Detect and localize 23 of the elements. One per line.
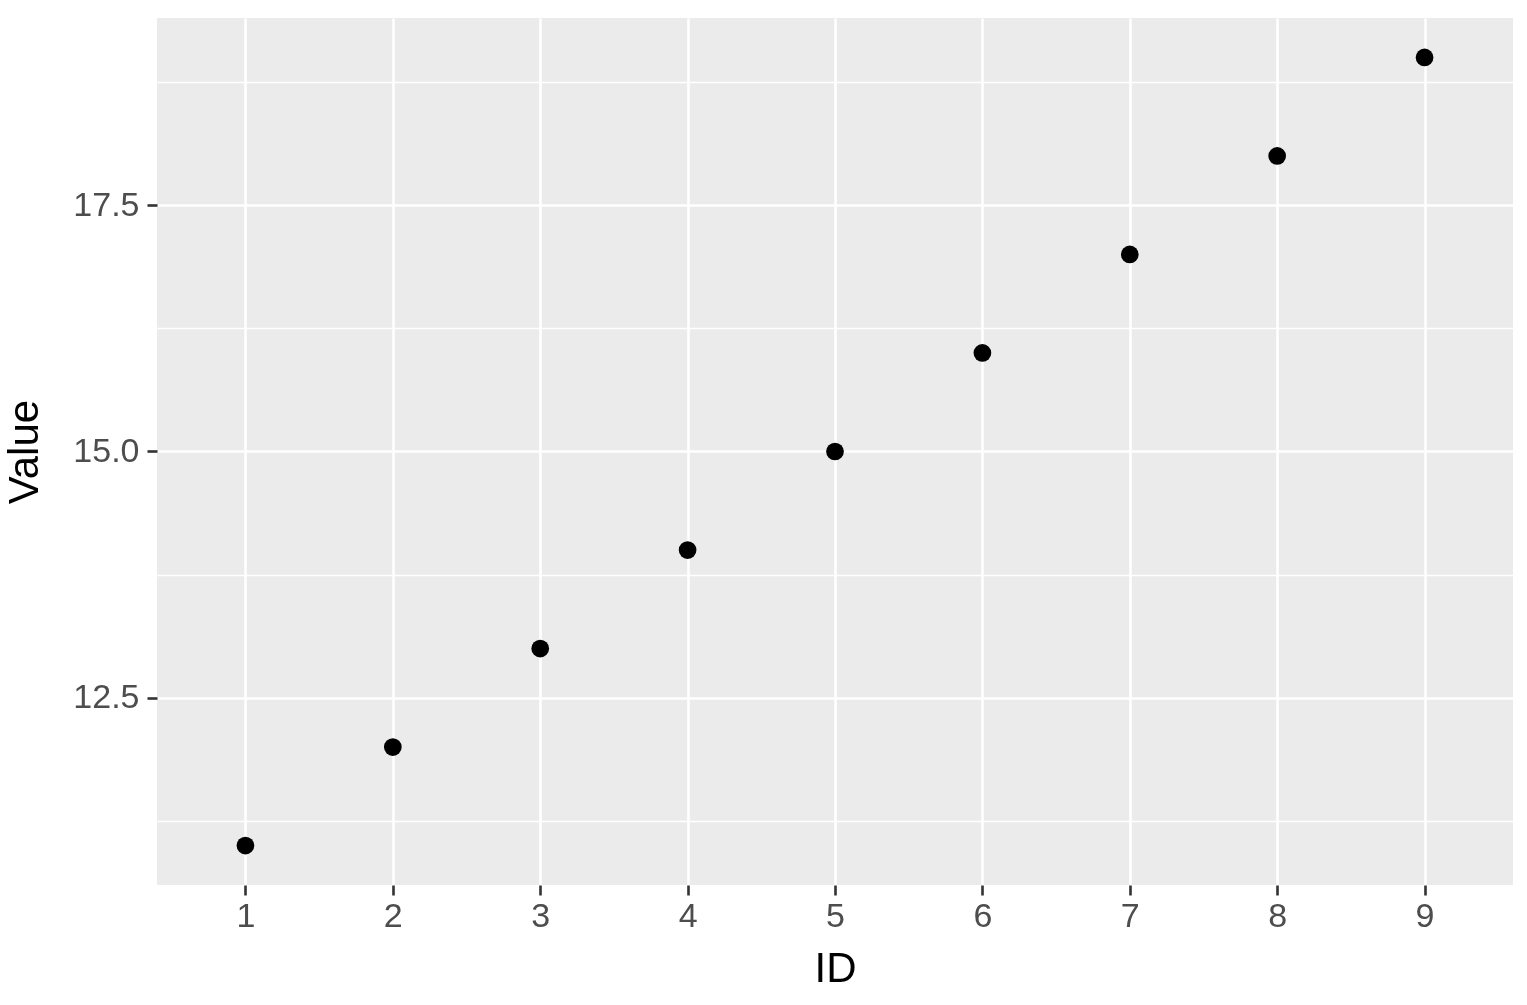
x-axis-title: ID bbox=[814, 943, 857, 991]
point bbox=[1268, 147, 1287, 165]
x-tick-label: 2 bbox=[383, 895, 403, 934]
x-tick-label: 7 bbox=[1120, 895, 1140, 934]
y-tick-label: 15.0 bbox=[73, 431, 140, 469]
y-tick-label: 12.5 bbox=[73, 677, 140, 716]
x-tick-label: 1 bbox=[236, 895, 256, 934]
y-tick-label: 17.5 bbox=[73, 184, 140, 223]
point bbox=[1120, 245, 1139, 264]
y-axis-title: Value bbox=[0, 399, 47, 505]
x-tick-label: 6 bbox=[973, 895, 993, 934]
point bbox=[826, 442, 844, 461]
x-tick-label: 5 bbox=[826, 895, 845, 934]
point bbox=[678, 541, 697, 559]
x-tick-label: 4 bbox=[678, 895, 698, 934]
point bbox=[973, 344, 992, 362]
point bbox=[531, 639, 550, 658]
x-tick-label: 9 bbox=[1415, 895, 1435, 934]
x-tick-label: 3 bbox=[531, 895, 551, 934]
point bbox=[383, 738, 402, 756]
point bbox=[236, 836, 255, 855]
x-tick-label: 8 bbox=[1268, 895, 1288, 934]
point bbox=[1415, 48, 1434, 67]
